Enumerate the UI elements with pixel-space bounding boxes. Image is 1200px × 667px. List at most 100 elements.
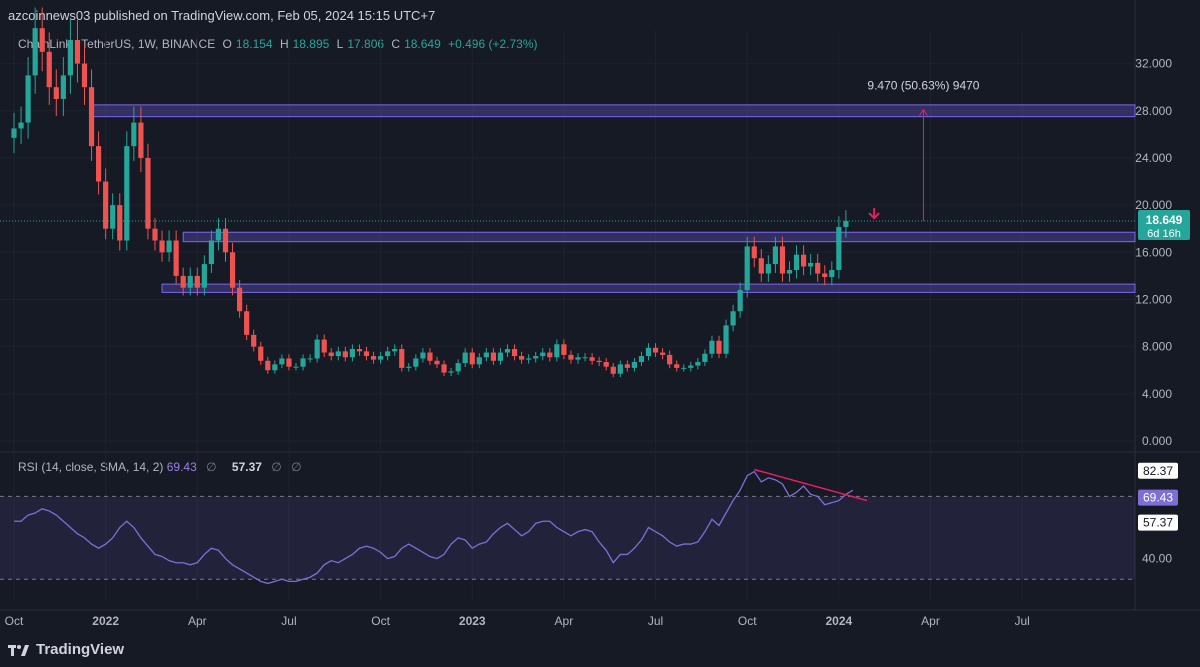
candle-body xyxy=(335,351,341,357)
candle-body xyxy=(370,356,377,360)
candle-body xyxy=(103,181,109,229)
candle-body xyxy=(476,357,482,365)
time-tick-label: Oct xyxy=(371,614,390,628)
rsi-empty-3: ∅ xyxy=(291,460,302,474)
symbol-label[interactable]: ChainLink / TetherUS, 1W, BINANCE xyxy=(18,37,216,51)
candle-body xyxy=(300,358,306,367)
low-label: L xyxy=(336,37,344,51)
candle-body xyxy=(229,252,236,288)
rsi-divergence-line xyxy=(754,468,868,502)
candle-body xyxy=(265,360,271,371)
low-value: 17.806 xyxy=(347,37,385,51)
candle-body xyxy=(385,351,391,357)
candle-body xyxy=(434,360,440,365)
candle-body xyxy=(88,87,95,147)
candle-body xyxy=(737,290,743,312)
tradingview-logo-icon xyxy=(8,644,29,656)
candle-body xyxy=(554,344,560,358)
price-tick-label: 12.000 xyxy=(1135,292,1172,306)
time-tick-label: Apr xyxy=(188,614,207,628)
candle-body xyxy=(624,364,630,368)
candle-body xyxy=(638,356,645,362)
candle-body xyxy=(547,352,553,358)
open-value: 18.154 xyxy=(235,37,273,51)
candle-body xyxy=(349,349,355,358)
candle-body xyxy=(286,358,292,367)
candle-body xyxy=(378,356,384,360)
candle-body xyxy=(413,358,419,367)
candle-body xyxy=(159,240,165,253)
rsi-legend: RSI (14, close, SMA, 14, 2) 69.43 ∅ 57.3… xyxy=(18,460,308,474)
candle-body xyxy=(321,339,327,353)
candle-body xyxy=(652,347,659,353)
current-price-badge xyxy=(1138,210,1190,241)
candle-body xyxy=(589,357,595,361)
time-tick-label: 2024 xyxy=(825,614,852,628)
candle-body xyxy=(786,269,793,274)
footer-brand[interactable]: TradingView xyxy=(36,641,125,658)
candle-body xyxy=(688,365,694,368)
candle-body xyxy=(110,205,116,229)
candle-body xyxy=(772,246,778,265)
candle-body xyxy=(610,366,616,374)
time-tick-label: Apr xyxy=(555,614,574,628)
candle-body xyxy=(575,357,581,360)
price-tick-label: 4.000 xyxy=(1142,387,1172,401)
candle-body xyxy=(815,262,821,274)
candle-body xyxy=(427,352,433,361)
close-label: C xyxy=(391,37,401,51)
candle-body xyxy=(681,367,687,369)
rsi-empty-2: ∅ xyxy=(271,460,282,474)
candle-body xyxy=(709,340,715,354)
candle-body xyxy=(173,240,179,276)
candle-body xyxy=(392,349,398,352)
rsi-line xyxy=(14,470,854,585)
time-tick-label: Oct xyxy=(5,614,24,628)
candle-body xyxy=(356,349,363,352)
candle-body xyxy=(660,352,666,355)
time-tick-label: Jul xyxy=(648,614,663,628)
candle-body xyxy=(519,356,525,360)
candle-body xyxy=(18,122,24,129)
candle-body xyxy=(215,228,222,241)
support-resistance-zone xyxy=(161,283,1136,293)
candle-body xyxy=(462,352,468,364)
current-price-label: 18.649 xyxy=(1146,213,1183,227)
candle-body xyxy=(526,358,532,360)
price-tick-label: 16.000 xyxy=(1135,245,1172,259)
price-tick-label: 0.000 xyxy=(1142,434,1172,448)
candle-body xyxy=(25,75,31,123)
candle-body xyxy=(237,287,243,312)
candle-body xyxy=(11,128,17,138)
candle-body xyxy=(279,358,285,365)
candle-body xyxy=(504,349,511,353)
candle-body xyxy=(124,146,130,241)
candle-body xyxy=(667,354,673,365)
candle-body xyxy=(808,262,814,267)
candle-body xyxy=(117,205,123,241)
candle-body xyxy=(187,275,193,288)
candle-body xyxy=(730,311,736,326)
price-tick-label: 20.000 xyxy=(1135,198,1172,212)
candle-body xyxy=(540,352,546,357)
time-tick-label: 2022 xyxy=(92,614,119,628)
rsi-sma-label: 57.37 xyxy=(1143,516,1173,530)
footer: TradingView xyxy=(8,641,124,658)
candle-body xyxy=(448,371,454,373)
candle-body xyxy=(208,240,214,265)
rsi-peak-label: 82.37 xyxy=(1143,464,1173,478)
price-tick-label: 24.000 xyxy=(1135,151,1172,165)
publisher-header: azcoinnews03 published on TradingView.co… xyxy=(8,8,436,23)
time-tick-label: Oct xyxy=(738,614,757,628)
candle-body xyxy=(765,264,771,274)
candle-body xyxy=(744,246,750,291)
candle-body xyxy=(751,246,757,259)
candle-body xyxy=(399,349,405,368)
rsi-indicator-label[interactable]: RSI (14, close, SMA, 14, 2) xyxy=(18,460,164,474)
candle-body xyxy=(46,51,52,88)
candle-body xyxy=(406,366,412,368)
candle-body xyxy=(272,364,278,371)
candle-body xyxy=(166,240,172,253)
candle-body xyxy=(779,246,786,274)
